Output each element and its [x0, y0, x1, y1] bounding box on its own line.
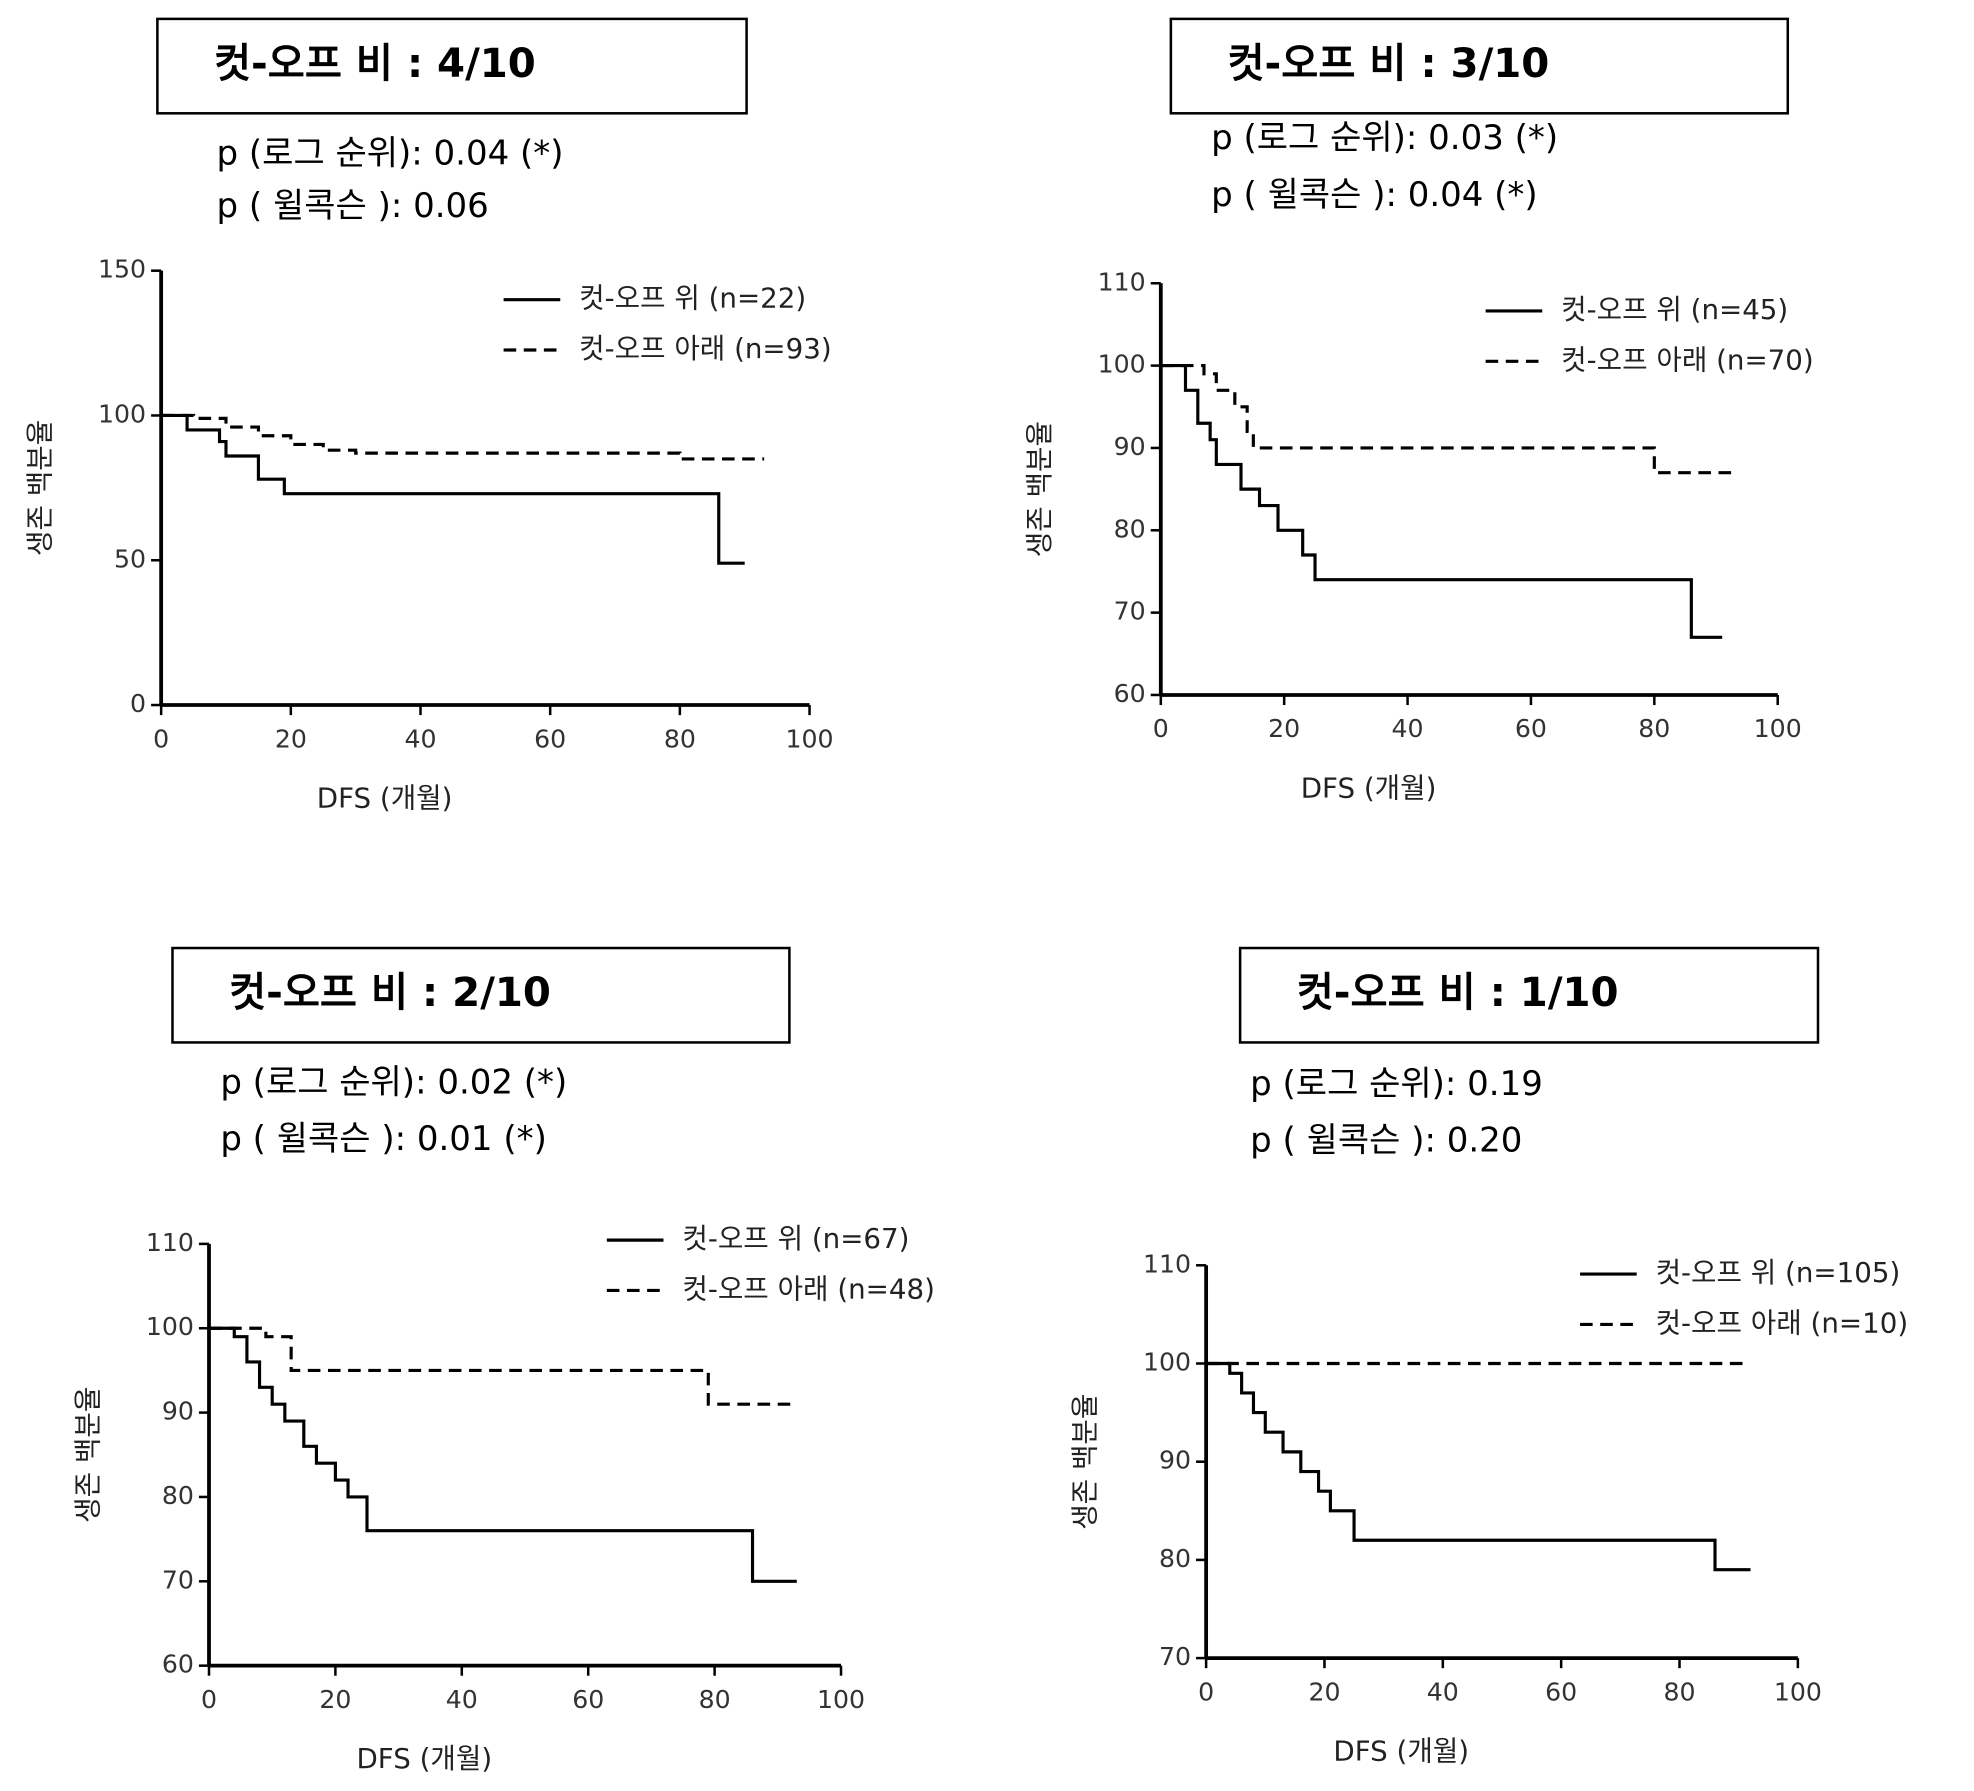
survival-curve	[161, 415, 745, 563]
y-tick-label: 90	[162, 1397, 194, 1426]
y-tick-label: 50	[114, 544, 146, 573]
y-axis-label: 생존 백분율	[71, 1387, 104, 1523]
y-tick-label: 100	[1143, 1347, 1191, 1376]
legend-label: 컷-오프 위 (n=45)	[1561, 293, 1788, 326]
p-value: p ( 윌콕슨 ): 0.01 (*)	[220, 1119, 547, 1159]
y-tick-label: 80	[162, 1481, 194, 1510]
legend-label: 컷-오프 아래 (n=48)	[682, 1272, 935, 1305]
y-tick-label: 100	[1098, 350, 1146, 379]
x-tick-label: 100	[1774, 1677, 1822, 1706]
x-tick-label: 100	[786, 724, 834, 753]
y-tick-label: 70	[1114, 597, 1146, 626]
legend-label: 컷-오프 위 (n=67)	[682, 1222, 909, 1255]
x-tick-label: 20	[319, 1685, 351, 1714]
y-axis-label: 생존 백분율	[1069, 1394, 1102, 1530]
p-value: p ( 윌콕슨 ): 0.06	[217, 186, 489, 226]
chart-title: 컷-오프 비 : 3/10	[1228, 41, 1550, 87]
x-tick-label: 80	[1638, 714, 1670, 743]
x-tick-label: 20	[275, 724, 307, 753]
y-tick-label: 70	[162, 1565, 194, 1594]
p-value: p (로그 순위): 0.02 (*)	[220, 1062, 567, 1102]
y-tick-label: 100	[146, 1312, 194, 1341]
figure-body: 컷-오프 비 : 4/10 p (로그 순위): 0.04 (*) p ( 윌콕슨 …	[24, 19, 1909, 1775]
y-tick-label: 150	[98, 255, 146, 284]
x-tick-label: 80	[699, 1685, 731, 1714]
x-tick-label: 0	[201, 1685, 217, 1714]
x-tick-label: 60	[1515, 714, 1547, 743]
x-tick-label: 20	[1308, 1677, 1340, 1706]
y-tick-label: 110	[146, 1228, 194, 1257]
x-axis-label: DFS (개월)	[1333, 1735, 1469, 1768]
x-tick-label: 80	[1663, 1677, 1695, 1706]
x-tick-label: 0	[1153, 714, 1169, 743]
y-tick-label: 90	[1114, 432, 1146, 461]
y-tick-label: 90	[1159, 1446, 1191, 1475]
p-value: p ( 윌콕슨 ): 0.20	[1250, 1120, 1522, 1160]
x-tick-label: 0	[153, 724, 169, 753]
survival-curve	[209, 1328, 797, 1581]
p-value: p (로그 순위): 0.03 (*)	[1211, 118, 1558, 158]
p-value: p (로그 순위): 0.04 (*)	[217, 133, 564, 173]
x-tick-label: 0	[1198, 1677, 1214, 1706]
survival-curve	[1161, 366, 1735, 473]
y-tick-label: 80	[1114, 514, 1146, 543]
y-tick-label: 70	[1159, 1642, 1191, 1671]
legend-label: 컷-오프 위 (n=22)	[579, 282, 806, 315]
p-value: p (로그 순위): 0.19	[1250, 1064, 1543, 1104]
y-tick-label: 0	[130, 689, 146, 718]
x-tick-label: 80	[664, 724, 696, 753]
legend-label: 컷-오프 위 (n=105)	[1656, 1256, 1901, 1289]
x-tick-label: 40	[1392, 714, 1424, 743]
p-value: p ( 윌콕슨 ): 0.04 (*)	[1211, 175, 1538, 215]
x-tick-label: 100	[1754, 714, 1802, 743]
chart-title: 컷-오프 비 : 2/10	[229, 970, 551, 1016]
x-tick-label: 100	[817, 1685, 865, 1714]
chart-title: 컷-오프 비 : 4/10	[214, 41, 536, 87]
y-tick-label: 60	[162, 1650, 194, 1679]
survival-curve	[1206, 1363, 1750, 1569]
chart-title: 컷-오프 비 : 1/10	[1297, 970, 1619, 1016]
y-tick-label: 110	[1143, 1249, 1191, 1278]
x-tick-label: 60	[572, 1685, 604, 1714]
y-axis-label: 생존 백분율	[24, 420, 57, 556]
x-tick-label: 60	[1545, 1677, 1577, 1706]
legend-label: 컷-오프 아래 (n=10)	[1656, 1306, 1909, 1339]
survival-curve	[161, 415, 764, 458]
x-axis-label: DFS (개월)	[317, 781, 453, 814]
x-tick-label: 60	[534, 724, 566, 753]
x-tick-label: 20	[1268, 714, 1300, 743]
x-axis-label: DFS (개월)	[356, 1742, 492, 1775]
x-tick-label: 40	[1427, 1677, 1459, 1706]
x-axis-label: DFS (개월)	[1301, 771, 1437, 804]
legend-label: 컷-오프 아래 (n=70)	[1561, 343, 1814, 376]
x-tick-label: 40	[404, 724, 436, 753]
x-tick-label: 40	[446, 1685, 478, 1714]
y-tick-label: 60	[1114, 679, 1146, 708]
y-tick-label: 110	[1098, 267, 1146, 296]
y-tick-label: 100	[98, 399, 146, 428]
survival-curve	[209, 1328, 790, 1404]
y-tick-label: 80	[1159, 1544, 1191, 1573]
y-axis-label: 생존 백분율	[1023, 421, 1056, 557]
legend-label: 컷-오프 아래 (n=93)	[579, 332, 832, 365]
